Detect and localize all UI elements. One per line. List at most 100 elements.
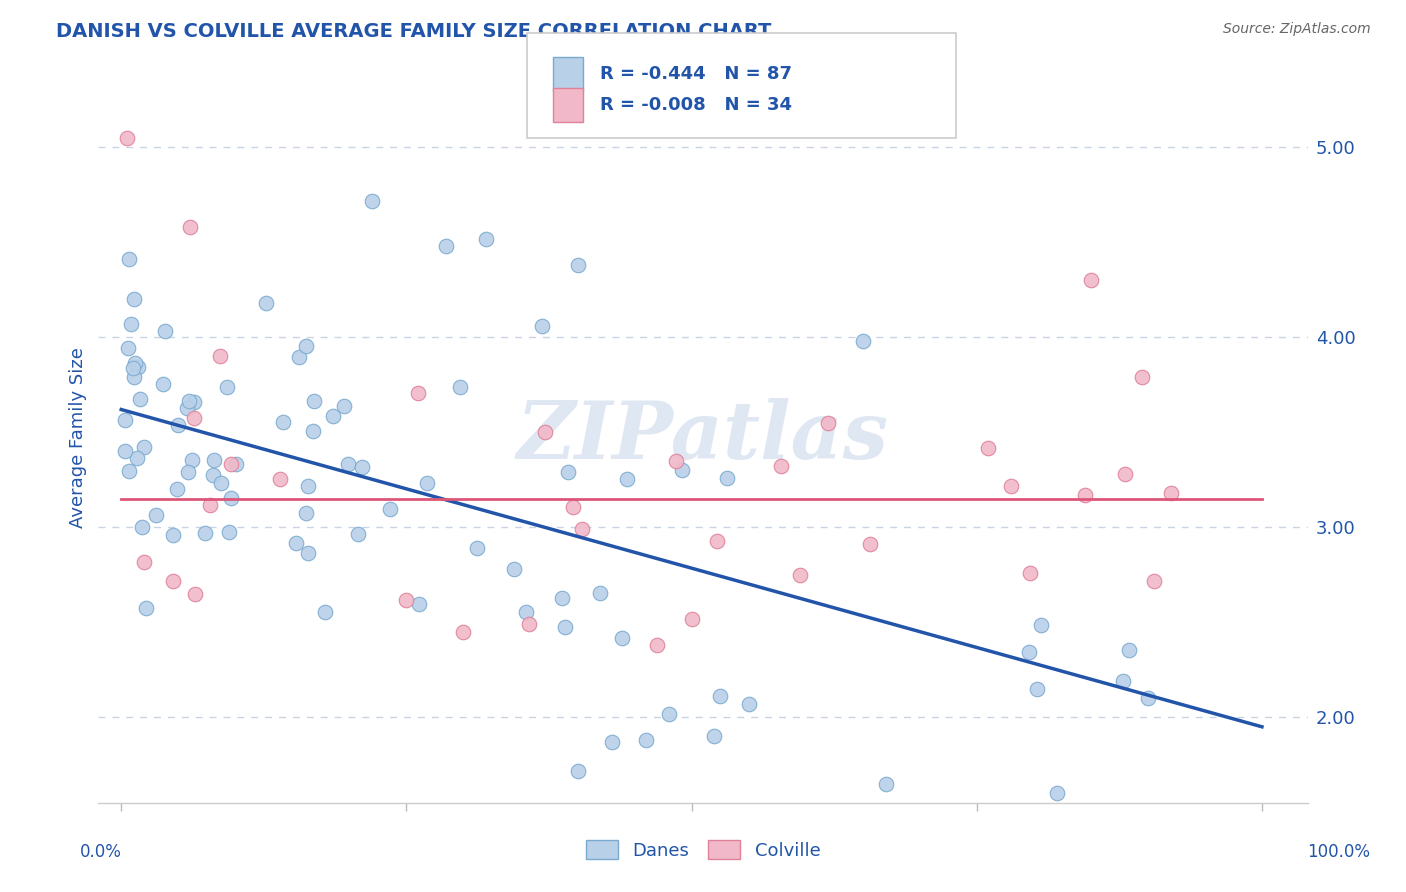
Point — [616, 472, 638, 486]
Text: 100.0%: 100.0% — [1308, 843, 1369, 861]
Point — [166, 483, 188, 497]
Text: DANISH VS COLVILLE AVERAGE FAMILY SIZE CORRELATION CHART: DANISH VS COLVILLE AVERAGE FAMILY SIZE C… — [56, 22, 772, 41]
Point — [333, 399, 356, 413]
Point — [737, 697, 759, 711]
Point — [716, 471, 738, 485]
Point — [408, 597, 430, 611]
Point — [515, 605, 537, 619]
Point — [665, 454, 688, 468]
Text: Source: ZipAtlas.com: Source: ZipAtlas.com — [1223, 22, 1371, 37]
Point — [589, 585, 612, 599]
Point — [301, 424, 323, 438]
Point — [209, 476, 232, 491]
Y-axis label: Average Family Size: Average Family Size — [69, 347, 87, 527]
Point — [132, 555, 155, 569]
Point — [145, 508, 167, 522]
Point — [380, 502, 402, 516]
Point — [284, 536, 307, 550]
Point — [271, 415, 294, 429]
Point — [122, 292, 145, 306]
Point — [1160, 486, 1182, 500]
Point — [562, 500, 585, 514]
Legend: Danes, Colville: Danes, Colville — [578, 833, 828, 867]
Point — [225, 458, 247, 472]
Point — [152, 377, 174, 392]
Point — [297, 546, 319, 560]
Point — [153, 324, 176, 338]
Point — [183, 395, 205, 409]
Point — [295, 506, 318, 520]
Point — [671, 462, 693, 476]
Point — [219, 491, 242, 505]
Point — [769, 459, 792, 474]
Point — [1136, 691, 1159, 706]
Point — [295, 339, 318, 353]
Point — [530, 318, 553, 333]
Point — [976, 441, 998, 455]
Point — [118, 464, 141, 478]
Point — [1046, 786, 1069, 800]
Point — [567, 258, 589, 272]
Point — [121, 361, 143, 376]
Point — [395, 592, 418, 607]
Point — [177, 393, 200, 408]
Point — [1019, 566, 1042, 581]
Point — [127, 451, 149, 466]
Point — [709, 689, 731, 703]
Point — [200, 498, 222, 512]
Point — [322, 409, 344, 424]
Point — [465, 541, 488, 555]
Point — [817, 416, 839, 430]
Point — [176, 465, 198, 479]
Point — [352, 459, 374, 474]
Point — [571, 522, 593, 536]
Point — [302, 394, 325, 409]
Point — [681, 611, 703, 625]
Point — [287, 351, 309, 365]
Point — [122, 370, 145, 384]
Point — [453, 624, 475, 639]
Point — [852, 334, 875, 348]
Text: ZIPatlas: ZIPatlas — [517, 399, 889, 475]
Point — [115, 131, 138, 145]
Point — [131, 520, 153, 534]
Point — [314, 605, 336, 619]
Point — [1018, 645, 1040, 659]
Point — [503, 562, 526, 576]
Point — [297, 478, 319, 492]
Point — [135, 601, 157, 615]
Point — [120, 317, 142, 331]
Point — [127, 359, 149, 374]
Point — [215, 380, 238, 394]
Point — [1080, 273, 1102, 287]
Point — [114, 444, 136, 458]
Point — [1114, 467, 1136, 482]
Point — [180, 452, 202, 467]
Point — [1073, 488, 1095, 502]
Point — [162, 574, 184, 588]
Point — [551, 591, 574, 605]
Point — [218, 524, 240, 539]
Point — [194, 526, 217, 541]
Point — [1000, 478, 1022, 492]
Point — [219, 457, 242, 471]
Point — [449, 380, 471, 394]
Point — [1143, 574, 1166, 588]
Point — [658, 706, 681, 721]
Point — [647, 638, 669, 652]
Point — [557, 465, 579, 479]
Point — [517, 617, 540, 632]
Point — [859, 537, 882, 551]
Point — [209, 349, 232, 363]
Point — [554, 619, 576, 633]
Point — [361, 194, 384, 208]
Point — [1112, 673, 1135, 688]
Point — [132, 440, 155, 454]
Point — [162, 528, 184, 542]
Point — [184, 587, 207, 601]
Point — [600, 735, 623, 749]
Point — [1118, 643, 1140, 657]
Point — [706, 534, 728, 549]
Point — [347, 526, 370, 541]
Point — [475, 231, 498, 245]
